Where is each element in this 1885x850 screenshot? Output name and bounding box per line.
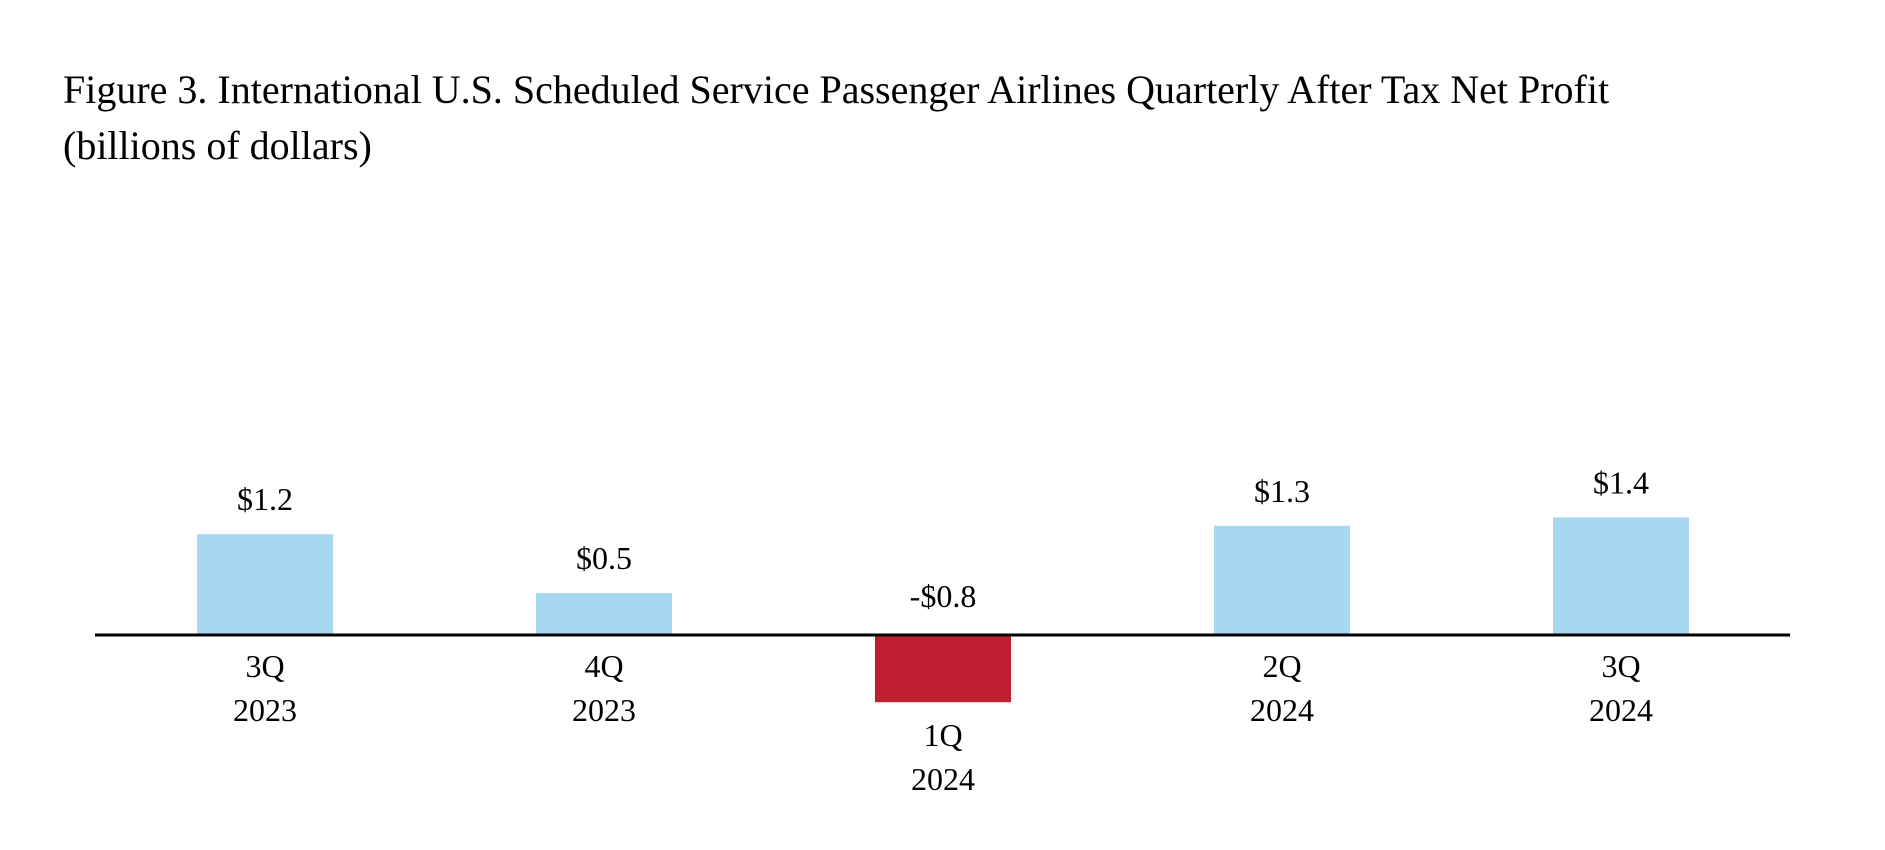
value-label-4: $1.3 <box>1254 473 1310 509</box>
category-label-quarter-5: 3Q <box>1601 648 1640 684</box>
chart-subtitle: (billions of dollars) <box>63 123 372 168</box>
category-label-year-1: 2023 <box>233 692 297 728</box>
category-label-quarter-1: 3Q <box>245 648 284 684</box>
category-label-year-5: 2024 <box>1589 692 1653 728</box>
bars-group <box>197 517 1689 703</box>
bar-3 <box>875 635 1011 703</box>
category-label-year-4: 2024 <box>1250 692 1314 728</box>
category-label-quarter-3: 1Q <box>923 717 962 753</box>
bar-5 <box>1553 517 1689 635</box>
value-label-1: $1.2 <box>237 481 293 517</box>
chart-title-main: Figure 3. International U.S. Scheduled S… <box>63 67 1610 112</box>
bar-1 <box>197 534 333 635</box>
bar-2 <box>536 593 672 635</box>
category-label-year-3: 2024 <box>911 761 975 797</box>
value-label-5: $1.4 <box>1593 464 1649 500</box>
category-label-year-2: 2023 <box>572 692 636 728</box>
bar-4 <box>1214 525 1350 635</box>
category-label-quarter-2: 4Q <box>584 648 623 684</box>
value-label-2: $0.5 <box>576 540 632 576</box>
value-label-3: -$0.8 <box>910 578 977 614</box>
category-label-quarter-4: 2Q <box>1262 648 1301 684</box>
chart-title: Figure 3. International U.S. Scheduled S… <box>63 62 1863 174</box>
labels-group: $1.2 3Q 2023 $0.5 4Q 2023 -$0.8 1Q 2024 $1.3 2Q 202… <box>233 464 1653 797</box>
